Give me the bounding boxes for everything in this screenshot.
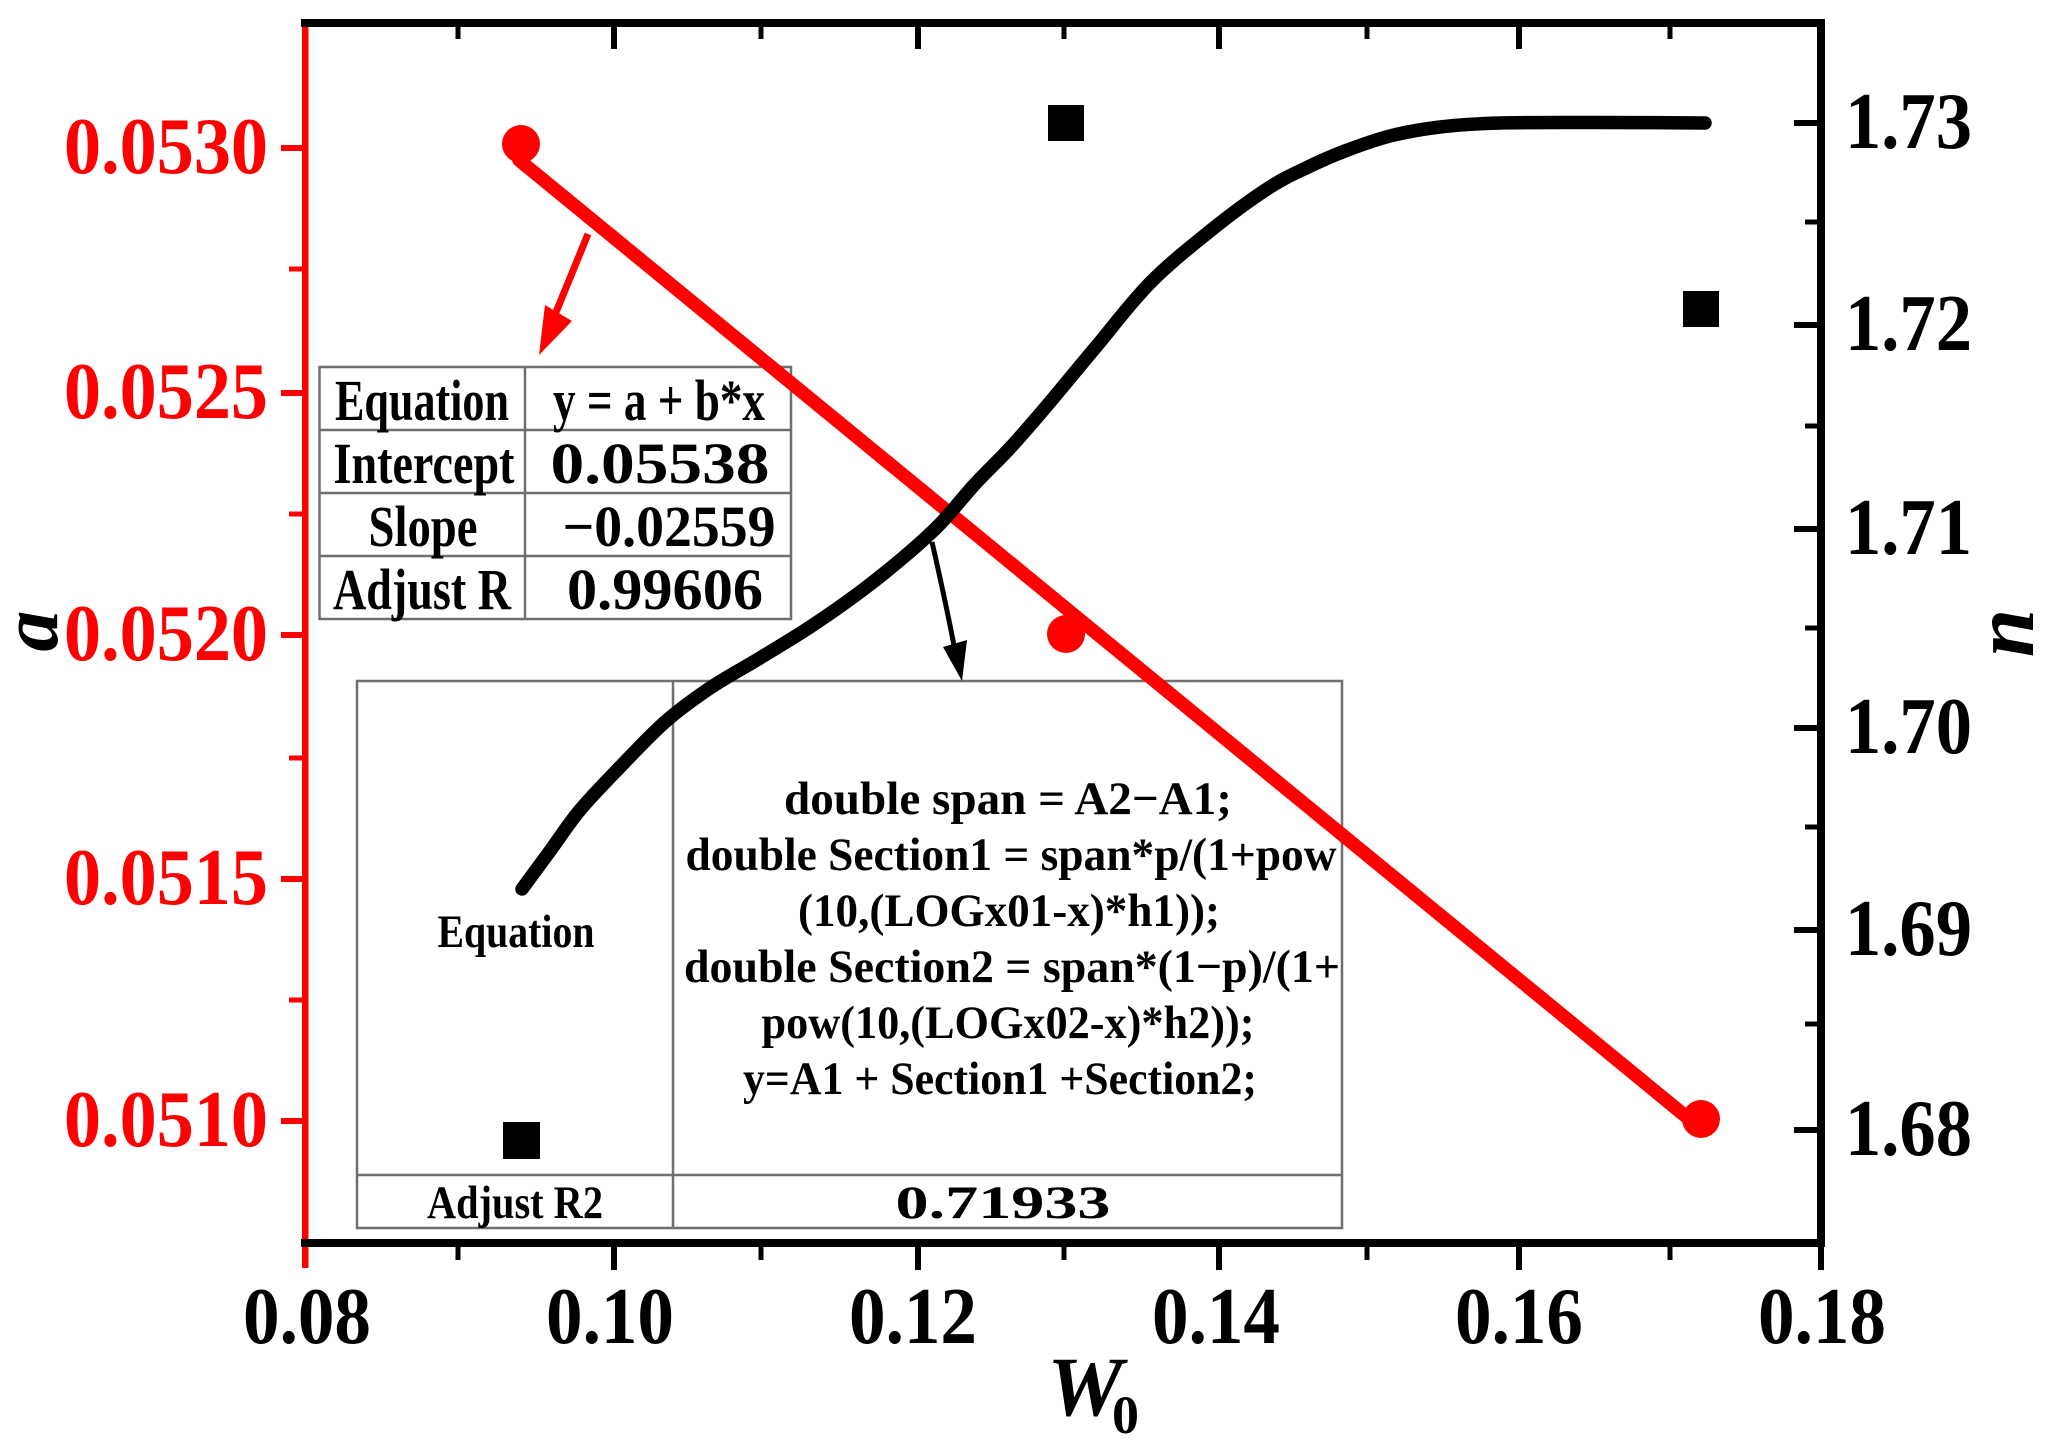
svg-text:double Section1 = span*p/(1+po: double Section1 = span*p/(1+pow [686, 829, 1337, 881]
svg-text:0.0515: 0.0515 [64, 834, 268, 922]
svg-text:1.68: 1.68 [1845, 1085, 1972, 1173]
svg-text:Slope: Slope [369, 494, 478, 559]
svg-text:(10,(LOGx01-x)*h1));: (10,(LOGx01-x)*h1)); [798, 885, 1220, 937]
svg-text:Adjust R2: Adjust R2 [427, 1177, 603, 1229]
svg-text:−0.02559: −0.02559 [563, 494, 776, 559]
svg-text:1.72: 1.72 [1845, 280, 1972, 368]
svg-text:0.18: 0.18 [1758, 1271, 1886, 1361]
svg-text:a: a [0, 611, 75, 652]
svg-text:0.0530: 0.0530 [64, 103, 268, 191]
svg-text:pow(10,(LOGx02-x)*h2));: pow(10,(LOGx02-x)*h2)); [762, 997, 1255, 1049]
svg-text:0.05538: 0.05538 [551, 431, 770, 496]
svg-text:Equation: Equation [438, 906, 595, 958]
svg-text:1.70: 1.70 [1845, 683, 1972, 771]
svg-text:0.99606: 0.99606 [567, 557, 763, 622]
svg-text:Adjust R: Adjust R [333, 557, 512, 622]
svg-text:0.0520: 0.0520 [64, 590, 268, 678]
svg-text:0.10: 0.10 [546, 1271, 674, 1361]
svg-text:y=A1 + Section1 +Section2;: y=A1 + Section1 +Section2; [743, 1053, 1257, 1105]
svg-text:Equation: Equation [335, 368, 509, 433]
svg-text:double Section2 = span*(1−p)/(: double Section2 = span*(1−p)/(1+ [684, 941, 1340, 993]
svg-text:1.69: 1.69 [1845, 885, 1972, 973]
svg-text:0.0525: 0.0525 [64, 348, 268, 436]
svg-text:W: W [1047, 1340, 1128, 1434]
svg-text:Intercept: Intercept [334, 431, 516, 496]
svg-text:y = a + b*x: y = a + b*x [553, 368, 765, 433]
svg-text:0.14: 0.14 [1152, 1271, 1280, 1361]
svg-text:0.0510: 0.0510 [64, 1076, 268, 1164]
svg-text:0.71933: 0.71933 [896, 1177, 1111, 1229]
svg-text:1.73: 1.73 [1845, 78, 1972, 166]
svg-text:double span = A2−A1;: double span = A2−A1; [784, 773, 1232, 825]
svg-text:0.12: 0.12 [849, 1271, 977, 1361]
svg-text:0: 0 [1112, 1385, 1139, 1445]
svg-text:n: n [1955, 609, 2052, 657]
svg-text:1.71: 1.71 [1845, 484, 1972, 572]
svg-text:0.16: 0.16 [1455, 1271, 1583, 1361]
svg-text:0.08: 0.08 [243, 1271, 371, 1361]
